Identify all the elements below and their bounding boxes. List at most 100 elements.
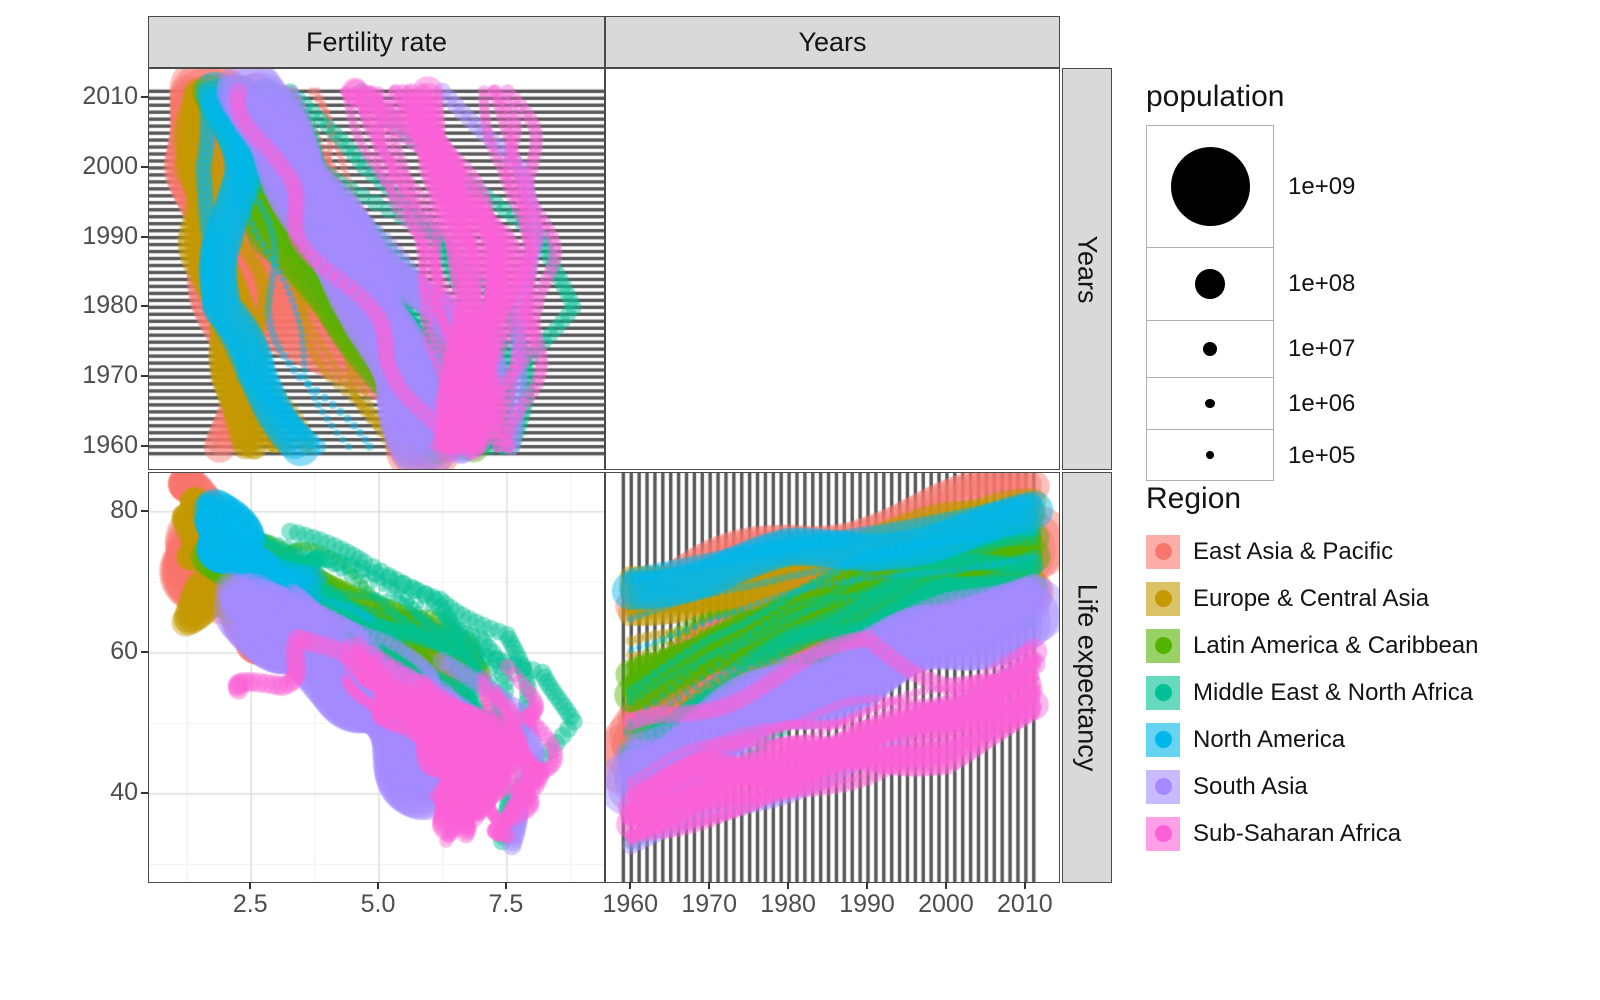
panel-years-vs-life-expectancy: [605, 472, 1060, 883]
region-legend-swatch: [1146, 534, 1180, 569]
axis-tick-label: 1960: [82, 430, 138, 459]
region-legend-label: Sub-Saharan Africa: [1193, 819, 1402, 847]
population-size-dot-icon: [1170, 147, 1250, 226]
panel-fertility-vs-life-expectancy: [148, 472, 605, 883]
population-legend-entry: 1e+05: [1146, 429, 1356, 481]
panel-fertility-vs-life-expectancy-canvas: [149, 473, 604, 882]
region-legend-dot-icon: [1154, 825, 1172, 842]
axis-tick-mark: [141, 235, 148, 238]
facet-col-strip-years: Years: [605, 16, 1060, 68]
population-legend-key: [1146, 376, 1274, 431]
axis-tick-label: 1980: [82, 291, 138, 320]
axis-tick-label: 1970: [681, 890, 737, 918]
axis-tick-mark: [249, 882, 252, 889]
region-legend-swatch: [1146, 628, 1180, 663]
population-legend-label: 1e+07: [1288, 335, 1356, 363]
axis-tick-mark: [141, 791, 148, 794]
panel-fertility-vs-years: [148, 68, 605, 470]
population-legend-entry: 1e+09: [1146, 125, 1356, 248]
population-legend-keys: 1e+09 1e+08 1e+07 1e+06 1e+05: [1146, 125, 1356, 481]
region-legend-entry: Europe & Central Asia: [1146, 575, 1479, 622]
axis-tick-label: 1960: [602, 890, 659, 918]
region-legend-label: East Asia & Pacific: [1193, 537, 1394, 565]
population-legend-label: 1e+08: [1288, 270, 1356, 298]
axis-tick-mark: [141, 96, 148, 99]
panel-fertility-vs-years-canvas: [149, 69, 604, 469]
facet-col-strip-fertility-rate: Fertility rate: [148, 16, 605, 68]
facet-row-strip-years-label: Years: [1072, 234, 1103, 304]
axis-tick-label: 2.5: [232, 890, 268, 918]
axis-tick-mark: [141, 444, 148, 447]
region-legend-entry: Sub-Saharan Africa: [1146, 810, 1479, 857]
region-legend-swatch: [1146, 722, 1180, 757]
population-legend-label: 1e+05: [1288, 441, 1356, 469]
population-size-dot-icon: [1195, 269, 1225, 299]
region-legend-label: Latin America & Caribbean: [1193, 631, 1479, 659]
region-legend-dot-icon: [1154, 731, 1172, 748]
axis-tick-mark: [141, 509, 148, 512]
region-legend-label: South Asia: [1193, 772, 1308, 800]
axis-tick-mark: [787, 882, 790, 889]
region-legend-swatch: [1146, 816, 1180, 851]
axis-tick-label: 2000: [918, 890, 974, 918]
region-legend-dot-icon: [1154, 590, 1172, 607]
axis-tick-label: 1990: [82, 221, 138, 250]
region-legend-entry: North America: [1146, 716, 1479, 763]
axis-tick-mark: [504, 882, 507, 889]
region-legend-keys: East Asia & Pacific Europe & Central Asia…: [1146, 528, 1479, 857]
region-legend-swatch: [1146, 769, 1180, 804]
region-legend-entry: Middle East & North Africa: [1146, 669, 1479, 716]
region-legend-label: North America: [1193, 725, 1346, 753]
axis-tick-label: 80: [110, 495, 138, 524]
region-legend-entry: South Asia: [1146, 763, 1479, 810]
facet-row-strip-years: Years: [1062, 68, 1112, 470]
facet-row-strip-life-expectancy: Life expectancy: [1062, 472, 1112, 883]
axis-tick-mark: [1023, 882, 1026, 889]
axis-tick-label: 2000: [82, 151, 138, 180]
region-legend-dot-icon: [1154, 778, 1172, 795]
axis-tick-label: 5.0: [360, 890, 396, 918]
axis-tick-mark: [629, 882, 632, 889]
region-legend-label: Europe & Central Asia: [1193, 584, 1430, 612]
facet-row-strip-life-expectancy-label: Life expectancy: [1072, 583, 1103, 772]
axis-tick-mark: [141, 375, 148, 377]
region-legend-dot-icon: [1154, 637, 1172, 654]
axis-tick-mark: [141, 165, 148, 168]
population-legend-label: 1e+09: [1288, 173, 1356, 200]
population-legend-key: [1146, 429, 1274, 481]
panel-years-vs-years-empty: [605, 68, 1060, 470]
region-legend-title: Region: [1146, 482, 1242, 515]
region-legend-entry: Latin America & Caribbean: [1146, 622, 1479, 669]
axis-tick-label: 1990: [839, 890, 895, 918]
population-size-dot-icon: [1205, 398, 1215, 409]
axis-tick-label: 2010: [997, 890, 1053, 918]
axis-tick-mark: [377, 882, 380, 889]
axis-tick-label: 1980: [760, 890, 816, 918]
axis-tick-label: 40: [110, 777, 138, 806]
region-legend-dot-icon: [1154, 543, 1172, 560]
axis-tick-label: 60: [110, 636, 138, 665]
axis-tick-mark: [944, 882, 947, 889]
axis-tick-mark: [141, 650, 148, 653]
region-legend-swatch: [1146, 675, 1180, 710]
region-legend-dot-icon: [1154, 684, 1172, 701]
axis-tick-label: 1970: [82, 361, 138, 389]
population-legend-key: [1146, 247, 1274, 321]
axis-tick-mark: [708, 882, 711, 889]
axis-tick-label: 2010: [82, 82, 138, 111]
population-legend-title: population: [1146, 80, 1285, 113]
region-legend-label: Middle East & North Africa: [1193, 678, 1474, 706]
population-legend-entry: 1e+06: [1146, 376, 1355, 431]
panel-years-vs-life-expectancy-canvas: [606, 473, 1059, 882]
population-legend-key: [1146, 319, 1274, 378]
axis-tick-mark: [141, 305, 148, 308]
population-size-dot-icon: [1206, 451, 1214, 459]
region-legend-entry: East Asia & Pacific: [1146, 528, 1479, 575]
region-color-legend: Region East Asia & Pacific Europe & Centr…: [1146, 482, 1479, 857]
population-size-dot-icon: [1202, 341, 1218, 356]
axis-tick-label: 7.5: [488, 890, 524, 918]
population-legend-entry: 1e+08: [1146, 247, 1356, 321]
region-legend-swatch: [1146, 581, 1180, 616]
population-size-legend: population 1e+09 1e+08 1e+07 1e+06 1e+05: [1146, 80, 1355, 481]
